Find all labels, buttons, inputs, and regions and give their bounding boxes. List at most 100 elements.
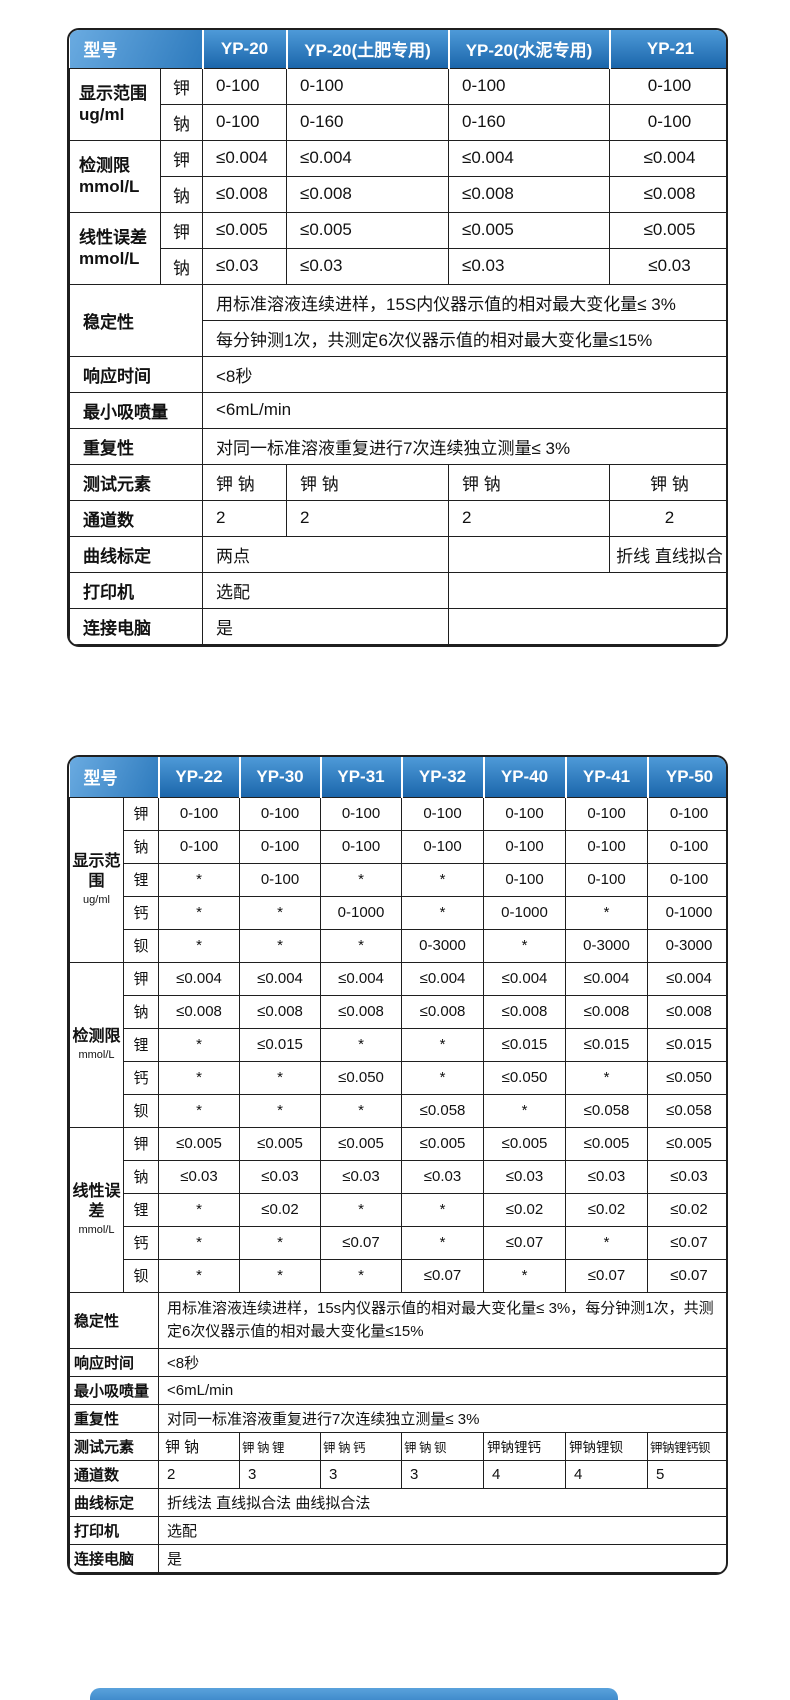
t2-element-label: 钡 [123, 1093, 159, 1128]
t2-elements-value: 钾 钠 钙 [320, 1431, 402, 1461]
t2-value-cell: * [158, 1027, 240, 1062]
t1-header-model-label: 型号 [69, 30, 204, 68]
t2-value-cell: 0-3000 [401, 928, 484, 963]
t1-group-label-text: 检测限 [79, 155, 130, 175]
t2-row-value: <8秒 [158, 1347, 726, 1377]
t2-value-cell: 0-100 [320, 796, 402, 831]
spec-table-yp20-series: 型号 YP-20 YP-20(土肥专用) YP-20(水泥专用) YP-21 显示范围 ug… [67, 28, 728, 647]
t1-calibration-two-point: 两点 [202, 535, 449, 573]
t2-value-cell: * [239, 928, 321, 963]
t2-channels-value: 5 [647, 1459, 726, 1489]
t2-value-cell: * [320, 1093, 402, 1128]
t2-value-cell: * [158, 1225, 240, 1260]
t2-value-cell: ≤0.058 [401, 1093, 484, 1128]
t1-group-unit-text: mmol/L [79, 177, 140, 196]
t2-row-value: <6mL/min [158, 1375, 726, 1405]
t1-value-cell: ≤0.008 [609, 175, 726, 213]
t2-value-cell: ≤0.03 [647, 1159, 726, 1194]
t2-value-cell: ≤0.004 [320, 961, 402, 996]
t2-value-cell: ≤0.03 [483, 1159, 566, 1194]
t2-element-label: 钙 [123, 1060, 159, 1095]
t2-value-cell: ≤0.005 [647, 1126, 726, 1161]
t1-printer-value: 选配 [202, 571, 449, 609]
t2-channels-value: 2 [158, 1459, 240, 1489]
t2-printer-value: 选配 [158, 1515, 726, 1545]
t1-channels-value: 2 [609, 499, 726, 537]
t1-value-cell: ≤0.03 [448, 247, 610, 285]
t2-pc-value: 是 [158, 1543, 726, 1573]
t2-group-unit-text: mmol/L [78, 1224, 115, 1237]
t2-element-label: 钾 [123, 1126, 159, 1161]
t2-value-cell: ≤0.02 [647, 1192, 726, 1227]
t2-value-cell: * [565, 895, 648, 930]
t1-value-cell: ≤0.004 [286, 139, 449, 177]
t2-value-cell: * [401, 1027, 484, 1062]
t1-header-cell: YP-20(水泥专用) [448, 30, 611, 68]
t1-pc-label: 连接电脑 [69, 607, 203, 645]
t2-row-label: 重复性 [69, 1403, 159, 1433]
t2-value-cell: 0-100 [647, 796, 726, 831]
t1-value-cell: 0-100 [448, 67, 610, 105]
t2-value-cell: ≤0.015 [483, 1027, 566, 1062]
t2-value-cell: ≤0.015 [565, 1027, 648, 1062]
t2-value-cell: ≤0.004 [239, 961, 321, 996]
t2-value-cell: ≤0.004 [483, 961, 566, 996]
t2-elements-value: 钾钠锂钙钡 [647, 1431, 726, 1461]
t2-value-cell: ≤0.07 [565, 1258, 648, 1293]
t2-elements-value: 钾钠锂钡 [565, 1431, 648, 1461]
t2-value-cell: * [239, 1093, 321, 1128]
t2-value-cell: 0-100 [483, 829, 566, 864]
t2-value-cell: ≤0.050 [483, 1060, 566, 1095]
t2-value-cell: ≤0.02 [565, 1192, 648, 1227]
t2-value-cell: ≤0.004 [565, 961, 648, 996]
t2-header-cell: YP-50 [647, 757, 726, 797]
t2-group-label-text: 检测限 [72, 1027, 121, 1045]
t2-element-label: 钙 [123, 895, 159, 930]
t2-element-label: 钠 [123, 829, 159, 864]
t2-value-cell: ≤0.008 [483, 994, 566, 1029]
t1-elements-label: 测试元素 [69, 463, 203, 501]
t2-value-cell: 0-100 [565, 862, 648, 897]
t2-group-label: 线性误差 mmol/L [69, 1126, 124, 1293]
t1-group-label: 检测限 mmol/L [69, 139, 161, 213]
t2-value-cell: * [158, 1258, 240, 1293]
t2-value-cell: 0-100 [483, 862, 566, 897]
t1-value-cell: 0-160 [448, 103, 610, 141]
t1-group-label-text: 线性误差 [79, 227, 147, 247]
t2-value-cell: ≤0.07 [483, 1225, 566, 1260]
t2-value-cell: ≤0.03 [320, 1159, 402, 1194]
t2-element-label: 钡 [123, 928, 159, 963]
t2-value-cell: * [158, 895, 240, 930]
t1-calibration-yp21: 折线 直线拟合 [609, 535, 726, 573]
t1-header-cell: YP-20 [202, 30, 288, 68]
t2-value-cell: ≤0.07 [647, 1258, 726, 1293]
t1-value-cell: 0-100 [202, 103, 287, 141]
t2-value-cell: 0-3000 [565, 928, 648, 963]
t2-value-cell: * [401, 1060, 484, 1095]
t2-stability-text: 用标准溶液连续进样，15s内仪器示值的相对最大变化量≤ 3%，每分钟测1次，共测… [158, 1291, 726, 1349]
t1-element-label: 钠 [160, 247, 203, 285]
t1-value-cell: ≤0.005 [448, 211, 610, 249]
t2-element-label: 钾 [123, 796, 159, 831]
t2-value-cell: * [239, 895, 321, 930]
t2-elements-value: 钾 钠 锂 [239, 1431, 321, 1461]
spec-table-2: 型号 YP-22 YP-30 YP-31 YP-32 YP-40 YP-41 YP-50 显示范… [69, 757, 726, 1573]
t2-group-unit-text: ug/ml [83, 894, 110, 907]
t2-value-cell: * [158, 1192, 240, 1227]
t1-pc-empty-cell [448, 607, 726, 645]
t1-calibration-label: 曲线标定 [69, 535, 203, 573]
t2-value-cell: * [565, 1225, 648, 1260]
t2-value-cell: ≤0.07 [647, 1225, 726, 1260]
t1-group-unit-text: ug/ml [79, 105, 125, 124]
t2-value-cell: 0-100 [401, 796, 484, 831]
t1-row-label: 响应时间 [69, 355, 203, 393]
t2-value-cell: 0-1000 [320, 895, 402, 930]
t1-value-cell: 0-100 [609, 103, 726, 141]
t1-value-cell: ≤0.005 [202, 211, 287, 249]
t2-value-cell: * [239, 1060, 321, 1095]
t1-stability-label: 稳定性 [69, 283, 203, 357]
t2-value-cell: * [320, 928, 402, 963]
t2-value-cell: * [158, 862, 240, 897]
t1-row-value: <6mL/min [202, 391, 726, 429]
